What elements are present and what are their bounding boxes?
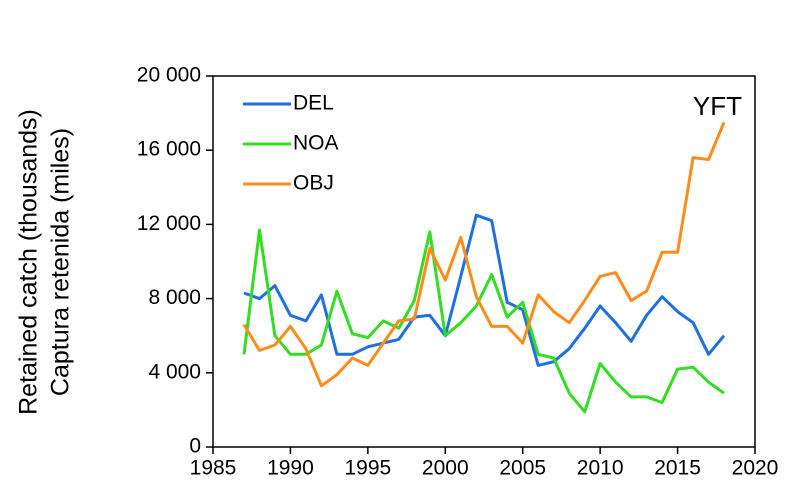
x-tick-label: 2015 — [654, 457, 701, 480]
x-tick-label: 1985 — [190, 457, 237, 480]
y-tick-label: 8 000 — [148, 286, 201, 309]
line-series — [242, 228, 725, 414]
line-series — [242, 121, 726, 388]
x-tick-label: 2000 — [422, 457, 469, 480]
x-tick-label: 1995 — [344, 457, 391, 480]
y-axis-label: Captura retenida (miles) — [47, 128, 75, 396]
y-tick-label: 12 000 — [137, 212, 201, 235]
y-axis-label: Retained catch (thousands) — [15, 109, 43, 415]
legend-label: NOA — [293, 132, 339, 155]
legend-label: OBJ — [293, 172, 334, 195]
x-tick-label: 2010 — [577, 457, 624, 480]
annotation: YFT — [693, 91, 742, 121]
legend-label: DEL — [293, 92, 334, 115]
y-tick-label: 16 000 — [137, 138, 201, 161]
y-tick-label: 4 000 — [148, 360, 201, 383]
plot-frame — [212, 75, 756, 448]
x-tick-label: 2020 — [732, 457, 779, 480]
y-tick-label: 20 000 — [137, 64, 201, 87]
line-series — [243, 213, 726, 367]
y-tick-label: 0 — [189, 435, 201, 458]
x-tick-label: 1990 — [267, 457, 314, 480]
x-tick-label: 2005 — [499, 457, 546, 480]
